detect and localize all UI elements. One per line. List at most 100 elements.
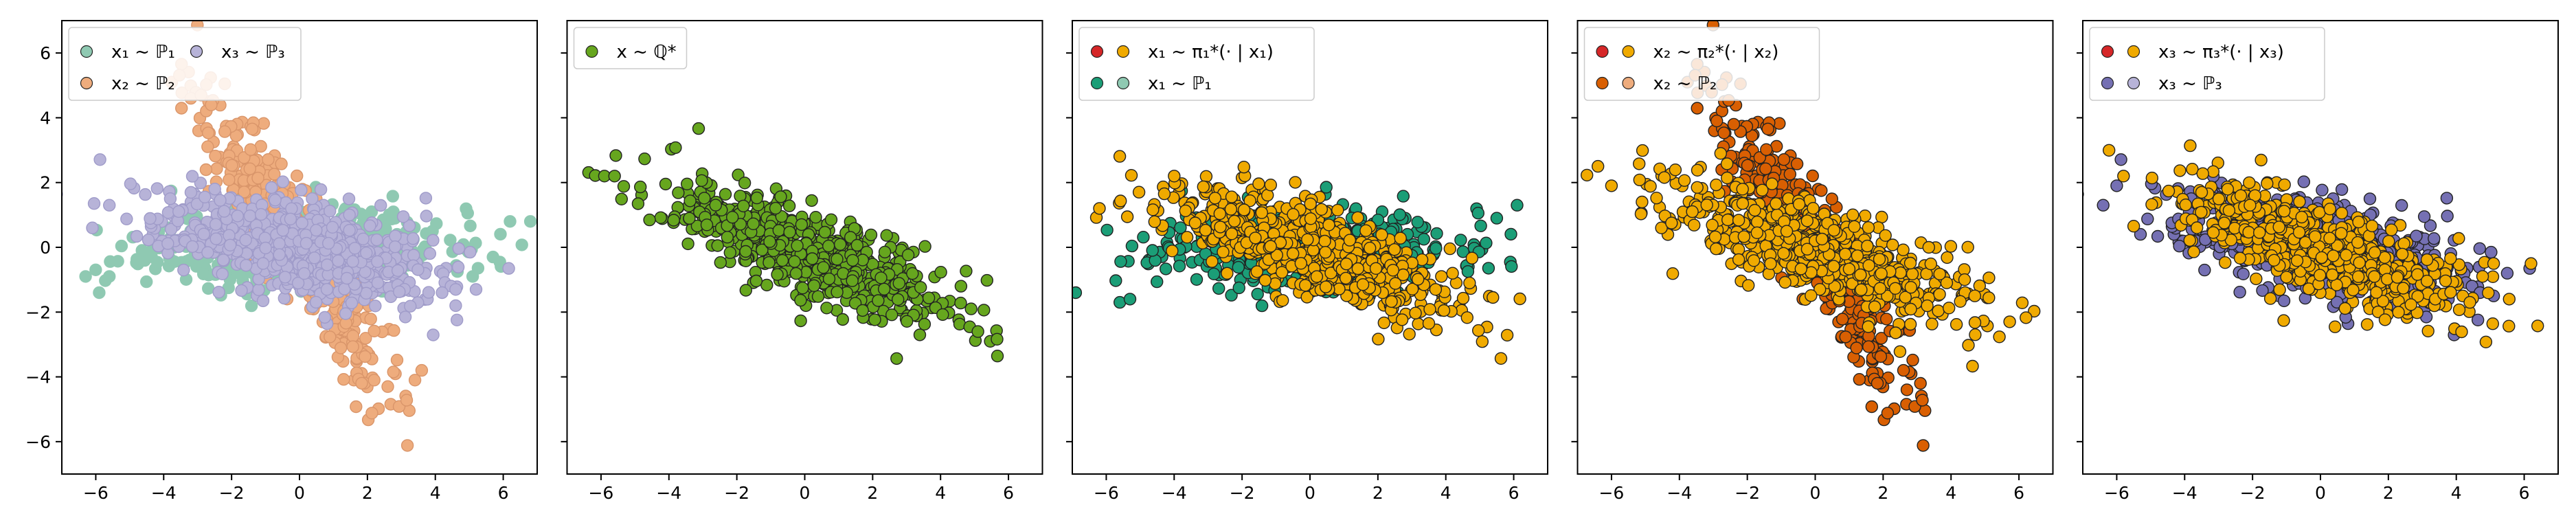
scatter-point	[104, 271, 115, 282]
scatter-point	[1876, 212, 1888, 223]
scatter-point	[218, 205, 230, 217]
scatter-point	[90, 264, 102, 275]
scatter-point	[1691, 181, 1703, 193]
scatter-point	[187, 170, 199, 182]
scatter-point	[978, 304, 990, 316]
scatter-point	[139, 189, 151, 201]
scatter-point	[1394, 232, 1406, 244]
scatter-point	[1364, 243, 1376, 254]
scatter-point	[1412, 216, 1423, 228]
scatter-point	[1370, 262, 1382, 274]
scatter-point	[1397, 190, 1409, 202]
scatter-point	[408, 249, 420, 261]
legend-label: x₁ ~ ℙ₁	[111, 42, 175, 63]
scatter-point	[300, 238, 312, 249]
scatter-point	[875, 272, 887, 284]
scatter-point	[1905, 258, 1917, 269]
scatter-point	[340, 308, 352, 319]
scatter-point	[771, 269, 783, 280]
scatter-point	[1265, 240, 1276, 252]
scatter-point	[240, 234, 251, 246]
scatter-point	[1252, 289, 1263, 300]
scatter-point	[1837, 313, 1849, 325]
scatter-point	[1934, 268, 1945, 280]
scatter-point	[1444, 243, 1456, 255]
scatter-point	[1863, 341, 1875, 352]
scatter-point	[203, 282, 214, 294]
scatter-point	[1431, 227, 1443, 239]
scatter-point	[1436, 271, 1447, 282]
scatter-point	[1851, 342, 1862, 354]
scatter-point	[1239, 204, 1250, 216]
scatter-point	[1954, 295, 1966, 307]
scatter-point	[388, 325, 400, 337]
scatter-point	[881, 229, 892, 241]
series-x ~ ℚ*	[583, 123, 1003, 365]
scatter-point	[87, 222, 98, 234]
scatter-point	[955, 280, 967, 292]
scatter-point	[1636, 196, 1648, 208]
points-layer	[1070, 150, 1526, 364]
scatter-point	[252, 172, 264, 184]
scatter-point	[1794, 199, 1805, 210]
scatter-point	[1921, 300, 1933, 312]
scatter-point	[1890, 282, 1901, 294]
scatter-point	[1189, 217, 1201, 229]
scatter-point	[1943, 302, 1955, 314]
scatter-point	[1816, 185, 1827, 196]
scatter-point	[1146, 245, 1158, 256]
scatter-point	[1874, 282, 1886, 294]
scatter-point	[795, 218, 807, 230]
scatter-point	[214, 194, 226, 206]
scatter-point	[1160, 263, 1172, 275]
scatter-point	[1749, 205, 1761, 216]
scatter-point	[1963, 339, 1974, 351]
scatter-point	[684, 195, 696, 207]
scatter-point	[450, 284, 462, 295]
scatter-point	[1229, 215, 1241, 227]
scatter-point	[1634, 174, 1645, 185]
scatter-point	[914, 329, 926, 341]
scatter-point	[1778, 154, 1789, 166]
scatter-point	[1869, 301, 1881, 313]
scatter-point	[260, 243, 271, 254]
scatter-point	[831, 286, 843, 298]
scatter-point	[218, 254, 229, 266]
scatter-point	[366, 407, 378, 419]
scatter-point	[817, 262, 829, 273]
x-tick-label: −6	[1598, 483, 1624, 503]
scatter-point	[857, 304, 868, 316]
scatter-point	[347, 341, 359, 352]
x-tick-label: 6	[2013, 483, 2024, 503]
scatter-point	[791, 240, 803, 251]
scatter-point	[1932, 305, 1944, 317]
scatter-point	[683, 212, 695, 224]
scatter-point	[1840, 248, 1851, 260]
scatter-point	[1895, 267, 1906, 279]
scatter-point	[211, 163, 223, 174]
scatter-point	[1686, 206, 1698, 218]
scatter-point	[284, 213, 296, 225]
scatter-point	[93, 287, 105, 299]
x-tick-label: −6	[588, 483, 613, 503]
scatter-point	[727, 212, 738, 223]
scatter-point	[203, 127, 214, 139]
legend-label: x₁ ~ ℙ₁	[1148, 74, 1212, 94]
scatter-point	[1151, 276, 1163, 288]
scatter-point	[436, 287, 448, 299]
scatter-point	[893, 278, 905, 289]
x-tick-label: −4	[656, 483, 681, 503]
scatter-point	[919, 240, 931, 252]
scatter-point	[1807, 203, 1819, 214]
scatter-point	[231, 210, 243, 222]
scatter-point	[338, 374, 350, 385]
scatter-point	[1962, 241, 1974, 253]
scatter-point	[1475, 220, 1487, 232]
scatter-point	[131, 254, 143, 265]
scatter-point	[286, 203, 297, 214]
scatter-point	[1635, 208, 1647, 220]
scatter-point	[1733, 214, 1745, 226]
scatter-point	[609, 170, 620, 182]
